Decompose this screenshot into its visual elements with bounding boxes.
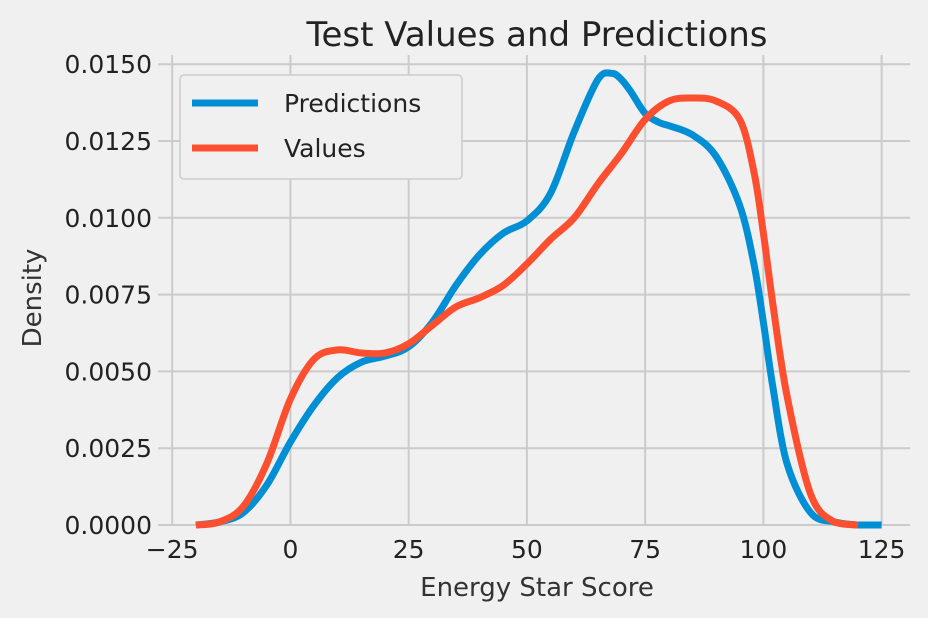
- legend: Predictions Values: [179, 74, 463, 180]
- y-tick-label: 0.0100: [65, 204, 152, 233]
- x-tick-label: 25: [393, 535, 425, 564]
- x-tick-label: 125: [858, 535, 906, 564]
- y-tick-label: 0.0000: [65, 511, 152, 540]
- x-tick-label: 50: [511, 535, 543, 564]
- y-tick-label: 0.0025: [65, 434, 152, 463]
- x-tick-label: 0: [282, 535, 298, 564]
- y-axis-label: Density: [18, 249, 48, 348]
- y-tick-label: 0.0075: [65, 281, 152, 310]
- x-tick-label: −25: [146, 535, 199, 564]
- y-tick-label: 0.0050: [65, 357, 152, 386]
- series-line-predictions: [195, 69, 882, 529]
- legend-label-predictions: Predictions: [284, 89, 421, 118]
- series-layer: [195, 69, 882, 529]
- y-tick-label: 0.0150: [65, 50, 152, 79]
- x-tick-label: 75: [629, 535, 661, 564]
- x-tick-label: 100: [740, 535, 788, 564]
- y-tick-label: 0.0125: [65, 127, 152, 156]
- chart-title: Test Values and Predictions: [305, 15, 767, 55]
- tick-labels: −25 0 25 50 75 100 125 0.0000 0.0025 0.0050 0.0075…: [65, 50, 906, 564]
- legend-label-values: Values: [284, 134, 366, 163]
- series-line-values: [195, 94, 859, 529]
- x-axis-label: Energy Star Score: [420, 573, 654, 603]
